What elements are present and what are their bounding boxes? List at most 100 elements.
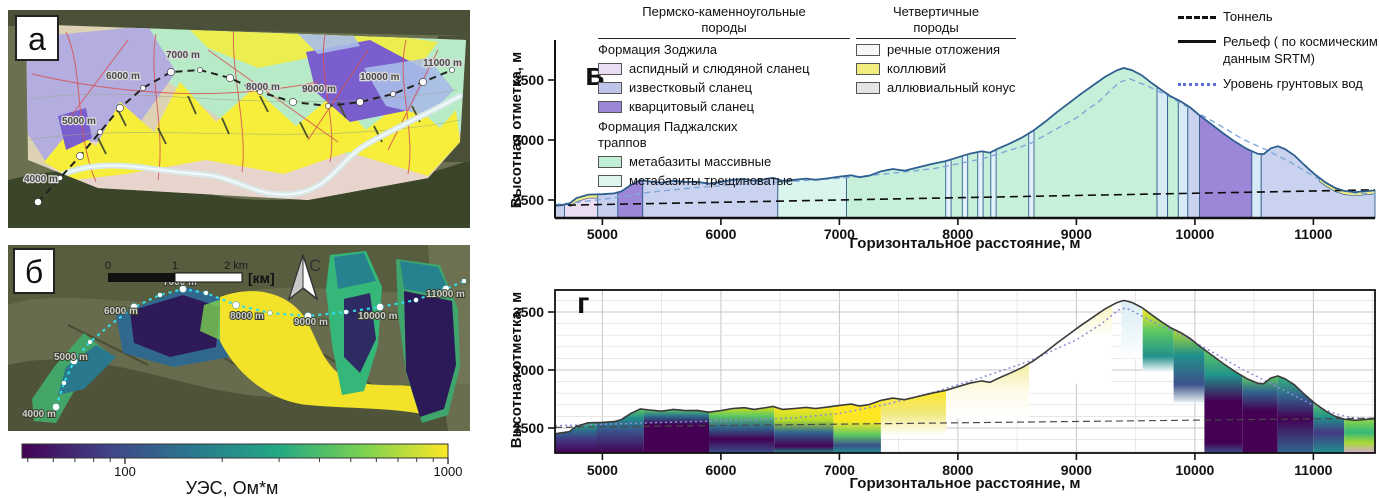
legend-item: метабазиты массивные [598, 154, 850, 170]
svg-text:11000: 11000 [1294, 226, 1332, 242]
svg-text:10000: 10000 [1175, 226, 1214, 242]
svg-text:9000: 9000 [1061, 226, 1092, 242]
panel-v-xlabel: Горизонтальное расстояние, м [850, 235, 1081, 252]
colorbar-tick-label-100: 100 [114, 464, 136, 479]
route-label: 6000 m [106, 71, 140, 82]
colorbar-ticks [27, 458, 449, 464]
river-highlight [63, 95, 461, 196]
svg-text:10000: 10000 [1175, 462, 1214, 478]
svg-text:7000: 7000 [824, 462, 855, 478]
scalebar-tick-1: 1 [172, 260, 178, 272]
legend-item-label: коллювий [887, 60, 947, 76]
colorbar-tick-label-1000: 1000 [434, 464, 463, 479]
legend-item-relief: Рельеф ( по космическим данным SRTM) [1178, 34, 1378, 67]
solid-line-icon [1178, 40, 1216, 44]
route-label: 4000 m [24, 174, 58, 185]
scalebar-unit: [км] [248, 270, 275, 286]
talus-hatching [97, 95, 421, 155]
panel-g-plot: 2500 3000 3500 5000 6000 7000 8000 9000 10000 110… [513, 289, 1376, 478]
legend-item-label: речные отложения [887, 41, 1001, 57]
panel-g-resistivity-section: 2500 3000 3500 5000 6000 7000 8000 9000 10000 110… [508, 287, 1376, 492]
north-label: С [309, 256, 321, 275]
legend-item-label: Уровень грунтовых вод [1223, 75, 1363, 91]
legend-perm-carb: Пермско-каменноугольные породы Формация … [598, 4, 850, 193]
route-label: 11000 m [423, 58, 462, 69]
legend-swatch [598, 101, 622, 114]
panel-a-letter-box: а [15, 15, 59, 61]
route-label: 10000 m [360, 72, 400, 83]
legend-item-label: данным SRTM) [1223, 50, 1315, 66]
legend-swatch [856, 62, 880, 75]
svg-text:2500: 2500 [513, 192, 544, 208]
legend-item: речные отложения [856, 42, 1016, 58]
legend-item: известковый сланец [598, 80, 850, 96]
panel-b-letter-box: б [13, 248, 55, 294]
route-label: 6000 m [104, 306, 138, 317]
legend-formation-panjal: Формация Паджалских траппов [598, 118, 738, 150]
dotted-line-icon [1178, 82, 1216, 86]
route-label: 7000 m [166, 50, 200, 61]
legend-item-label: метабазиты массивные [629, 154, 772, 169]
legend-swatch [856, 82, 880, 95]
svg-text:3500: 3500 [513, 72, 544, 88]
resistivity-colorbar: 100 1000 УЭС, Ом*м [10, 441, 472, 499]
legend-item-label: аспидный и слюдяной сланец [629, 60, 810, 76]
legend-item-label: известковый сланец [629, 80, 753, 95]
legend-swatch [598, 62, 622, 75]
svg-text:3500: 3500 [513, 304, 544, 320]
resistivity-swath [32, 251, 460, 423]
legend-item: коллювий [856, 61, 1016, 77]
legend-swatch [856, 43, 880, 56]
legend-quaternary: Четвертичные породы речные отложения кол… [856, 4, 1016, 99]
svg-text:5000: 5000 [587, 462, 618, 478]
panel-a-geologic-map: 4000 m 5000 m 6000 m 7000 m 8000 m 9000 … [8, 10, 470, 233]
svg-text:6000: 6000 [705, 226, 736, 242]
svg-text:8000: 8000 [942, 226, 973, 242]
panel-b-resistivity-map: 4000 m 5000 m 6000 m 7000 m 8000 m 9000 … [8, 245, 470, 436]
route-label: 11000 m [426, 289, 465, 300]
svg-text:6000: 6000 [705, 462, 736, 478]
route-label: 4000 m [22, 409, 56, 420]
legend-header: Четвертичные породы [856, 4, 1016, 39]
tunnel-route [34, 67, 455, 206]
legend-header: Пермско-каменноугольные породы [598, 4, 850, 39]
panel-v-geological-section: 2500 3000 3500 5000 6000 7000 8000 9000 10000 110… [508, 40, 1376, 252]
svg-text:9000: 9000 [1061, 462, 1092, 478]
route-label: 5000 m [62, 116, 96, 127]
legend-item-label: кварцитовый сланец [629, 99, 754, 115]
legend-item-tunnel: Тоннель [1178, 9, 1378, 25]
legend-item: аспидный и слюдяной сланец [598, 61, 850, 77]
panel-g-letter: г [577, 287, 590, 320]
legend-item-label: Рельеф ( по космическим [1223, 34, 1378, 50]
fault-lines [31, 25, 439, 183]
route-distance-labels: 4000 m 5000 m 6000 m 7000 m 8000 m 9000 … [23, 49, 464, 187]
svg-text:7000: 7000 [824, 226, 855, 242]
svg-text:5000: 5000 [587, 226, 618, 242]
geology-map-shapes [26, 24, 466, 200]
legend-item-groundwater: Уровень грунтовых вод [1178, 76, 1378, 92]
scalebar-tick-2: 2 km [224, 260, 248, 272]
dashed-line-icon [1178, 16, 1216, 20]
route-label: 10000 m [358, 311, 398, 322]
route-label: 5000 m [54, 352, 88, 363]
colorbar-canvas: 100 1000 УЭС, Ом*м [21, 443, 463, 498]
svg-text:8000: 8000 [942, 462, 973, 478]
panel-b-letter: б [25, 254, 43, 290]
panel-a-canvas: 4000 m 5000 m 6000 m 7000 m 8000 m 9000 … [8, 10, 470, 228]
scale-bar: 0 1 2 km [км] [105, 260, 275, 286]
legend-item: аллювиальный конус [856, 80, 1016, 96]
legend-swatch [598, 175, 622, 188]
panel-v-plot: 2500 3000 3500 5000 6000 7000 8000 9000 10000 110… [513, 40, 1376, 242]
tunnel-route [52, 278, 467, 411]
panel-a-letter: а [28, 21, 46, 57]
svg-text:2500: 2500 [513, 420, 544, 436]
north-arrow-icon: С [288, 254, 321, 301]
legend-item-label: Тоннель [1223, 9, 1273, 24]
scalebar-tick-0: 0 [105, 260, 111, 272]
legend-item: метабазиты трещиноватые [598, 173, 850, 189]
route-label: 8000 m [246, 82, 280, 93]
legend-item: кварцитовый сланец [598, 99, 850, 115]
legend-swatch [598, 156, 622, 169]
legend-lines: Тоннель Рельеф ( по космическим данным S… [1178, 6, 1378, 95]
svg-text:3000: 3000 [513, 362, 544, 378]
